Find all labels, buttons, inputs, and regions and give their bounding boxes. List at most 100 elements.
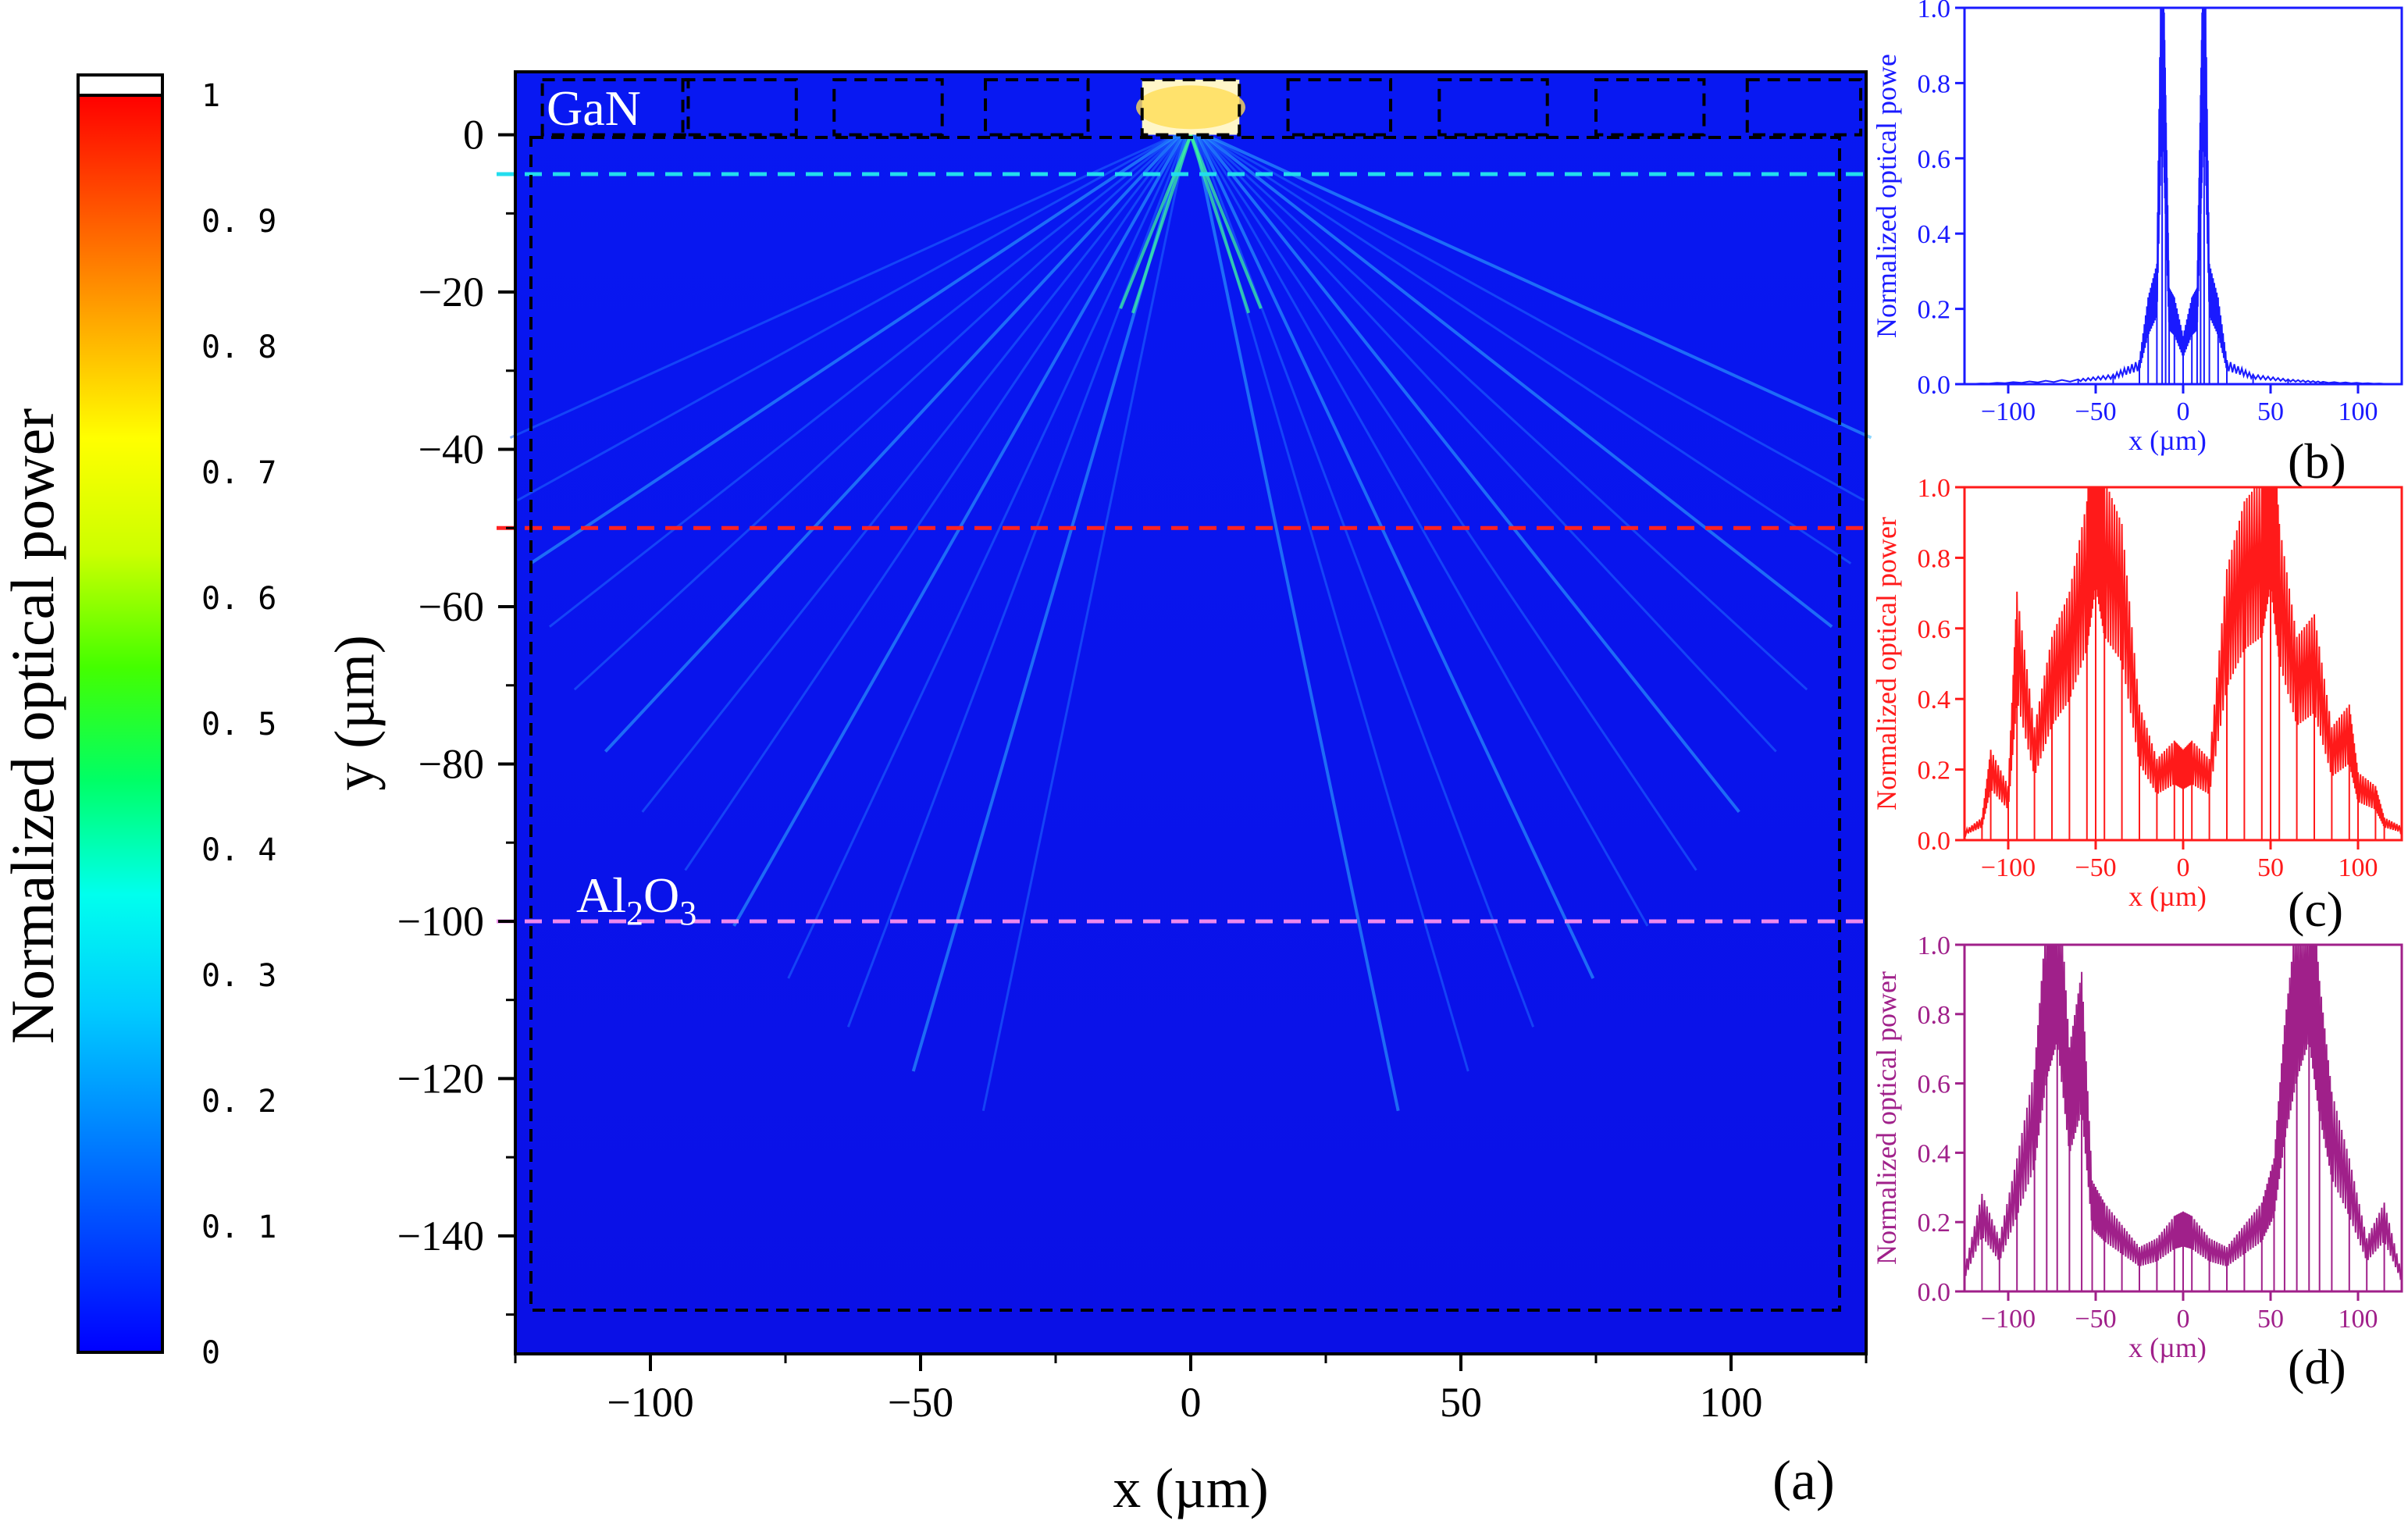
light-ray: [684, 134, 1183, 871]
light-ray-pattern: [509, 80, 1872, 1112]
light-ray: [509, 134, 1177, 439]
main-heatmap-panel: −100 −50 0 50 100 0 −20 −40 −60 −80 −100 −120 −140 G…: [323, 70, 1872, 1519]
y-tick-label: −140: [397, 1213, 484, 1259]
colorbar-ticks: 1 0. 9 0. 8 0. 7 0. 6 0. 5 0. 4 0. 3 0. 2 0. 1 0: [201, 78, 276, 1371]
x-tick-label: 0: [2177, 397, 2190, 426]
y-tick-label: −100: [397, 898, 484, 945]
substrate-outline: [529, 136, 1841, 1312]
x-tick-label: −100: [1981, 397, 2036, 426]
series-line: [1964, 486, 2403, 838]
light-ray: [1192, 134, 1400, 1112]
side-line-plots: −100 −50 0 50 100 0.0 0.2 0.4 0.6 0.8 1.0 x (µm) Nor…: [1871, 0, 2403, 1394]
source-glow: [1136, 85, 1245, 130]
gan-box: [1745, 78, 1863, 137]
y-axis-label: Normalized optical power: [1871, 971, 1902, 1265]
y-tick-label: −60: [419, 583, 484, 630]
light-ray: [1200, 134, 1777, 753]
x-tick-label: 50: [2257, 853, 2284, 882]
x-tick-label: 50: [2257, 397, 2284, 426]
colorbar-tick-label: 0. 2: [201, 1084, 276, 1120]
bright-ray: [1189, 134, 1263, 309]
y-tick-label: 0.0: [1918, 1278, 1951, 1307]
light-ray: [1201, 134, 1808, 691]
x-tick-label: 100: [1700, 1379, 1763, 1426]
x-axis-label: x (µm): [2128, 1332, 2207, 1363]
y-tick-label: 0.4: [1918, 686, 1951, 714]
colorbar-tick-label: 0. 6: [201, 581, 276, 617]
panel-label: (b): [2288, 433, 2346, 489]
gan-box: [540, 78, 690, 137]
light-ray: [529, 133, 1179, 565]
y-tick-label: 1.0: [1918, 474, 1951, 503]
light-ray: [1195, 134, 1595, 979]
series-line: [1964, 944, 2403, 1280]
x-axis-label: x (µm): [2128, 881, 2207, 912]
x-tick-label: 50: [1440, 1379, 1482, 1426]
y-tick-label: 0.0: [1918, 827, 1951, 856]
panel-label-a: (a): [1772, 1449, 1835, 1512]
bright-ray: [1189, 134, 1251, 314]
colorbar-tick-label: 0. 4: [201, 832, 276, 868]
colorbar-tick-label: 0. 1: [201, 1209, 276, 1245]
colorbar-gradient: [77, 94, 164, 1354]
y-tick-label: 0: [463, 112, 484, 158]
plot-frame: [1963, 6, 2403, 386]
x-tick-label: −100: [1981, 853, 2036, 882]
colorbar-tick-label: 0. 3: [201, 958, 276, 994]
line-plot-panel: −100 −50 0 50 100 0.0 0.2 0.4 0.6 0.8 1.0 x (µm) Nor…: [1871, 474, 2403, 937]
light-ray: [1202, 134, 1833, 629]
colorbar-label: Normalized optical power: [0, 408, 66, 1044]
gan-box: [984, 78, 1090, 137]
y-tick-label: 0.6: [1918, 1070, 1951, 1099]
x-tick-label: −50: [2075, 1305, 2116, 1334]
gan-pattern-boxes: [540, 78, 1863, 137]
colorbar-tick-label: 0. 8: [201, 329, 276, 365]
bright-ray: [1131, 134, 1192, 314]
y-tick-label: 0.0: [1918, 371, 1951, 400]
main-x-axis-label: x (µm): [1113, 1457, 1268, 1519]
light-ray: [1204, 133, 1872, 440]
x-tick-label: 0: [2177, 1305, 2190, 1334]
y-tick-label: 0.2: [1918, 1209, 1951, 1238]
y-tick-label: 1.0: [1918, 0, 1951, 23]
y-tick-label: 0.8: [1918, 1001, 1951, 1030]
x-tick-label: 50: [2257, 1305, 2284, 1334]
sapphire-label: Al2O3: [576, 867, 696, 932]
light-ray: [787, 134, 1185, 979]
x-tick-label: −50: [2075, 853, 2116, 882]
y-tick-label: −40: [419, 426, 484, 473]
gan-label: GaN: [547, 80, 641, 136]
x-tick-label: −50: [2075, 397, 2116, 426]
y-tick-label: −20: [419, 269, 484, 315]
heatmap-background: [515, 72, 1866, 1354]
y-tick-label: −80: [419, 740, 484, 787]
light-ray: [1202, 134, 1852, 565]
x-axis-label: x (µm): [2128, 425, 2207, 456]
light-ray: [604, 134, 1181, 753]
line-plot-panel: −100 −50 0 50 100 0.0 0.2 0.4 0.6 0.8 1.0 x (µm) Nor…: [1871, 0, 2403, 489]
y-tick-label: 0.8: [1918, 544, 1951, 573]
colorbar-tick-label: 0. 9: [201, 204, 276, 240]
x-tick-label: −100: [1981, 1305, 2036, 1334]
light-ray: [1199, 134, 1697, 871]
light-ray: [573, 134, 1181, 691]
x-tick-label: 100: [2339, 853, 2378, 882]
colorbar-tick-label: 0. 5: [201, 707, 276, 743]
main-y-axis-label: y (µm): [323, 635, 386, 790]
y-tick-label: 0.2: [1918, 757, 1951, 785]
gan-box: [681, 78, 798, 137]
panel-label: (d): [2288, 1339, 2346, 1394]
gan-box: [1286, 78, 1393, 137]
light-ray: [517, 134, 1178, 501]
x-tick-label: −50: [888, 1379, 953, 1426]
light-ray: [1199, 134, 1740, 814]
line-plot-panel: −100 −50 0 50 100 0.0 0.2 0.4 0.6 0.8 1.0 x (µm) Nor…: [1871, 931, 2403, 1394]
light-ray: [732, 134, 1184, 927]
colorbar: 1 0. 9 0. 8 0. 7 0. 6 0. 5 0. 4 0. 3 0. 2 0. 1 0 N…: [0, 73, 276, 1371]
series-line: [1964, 7, 2403, 385]
x-tick-label: 100: [2339, 397, 2378, 426]
x-tick-label: 100: [2339, 1305, 2378, 1334]
light-ray: [1203, 134, 1865, 501]
y-tick-label: 0.8: [1918, 69, 1951, 98]
